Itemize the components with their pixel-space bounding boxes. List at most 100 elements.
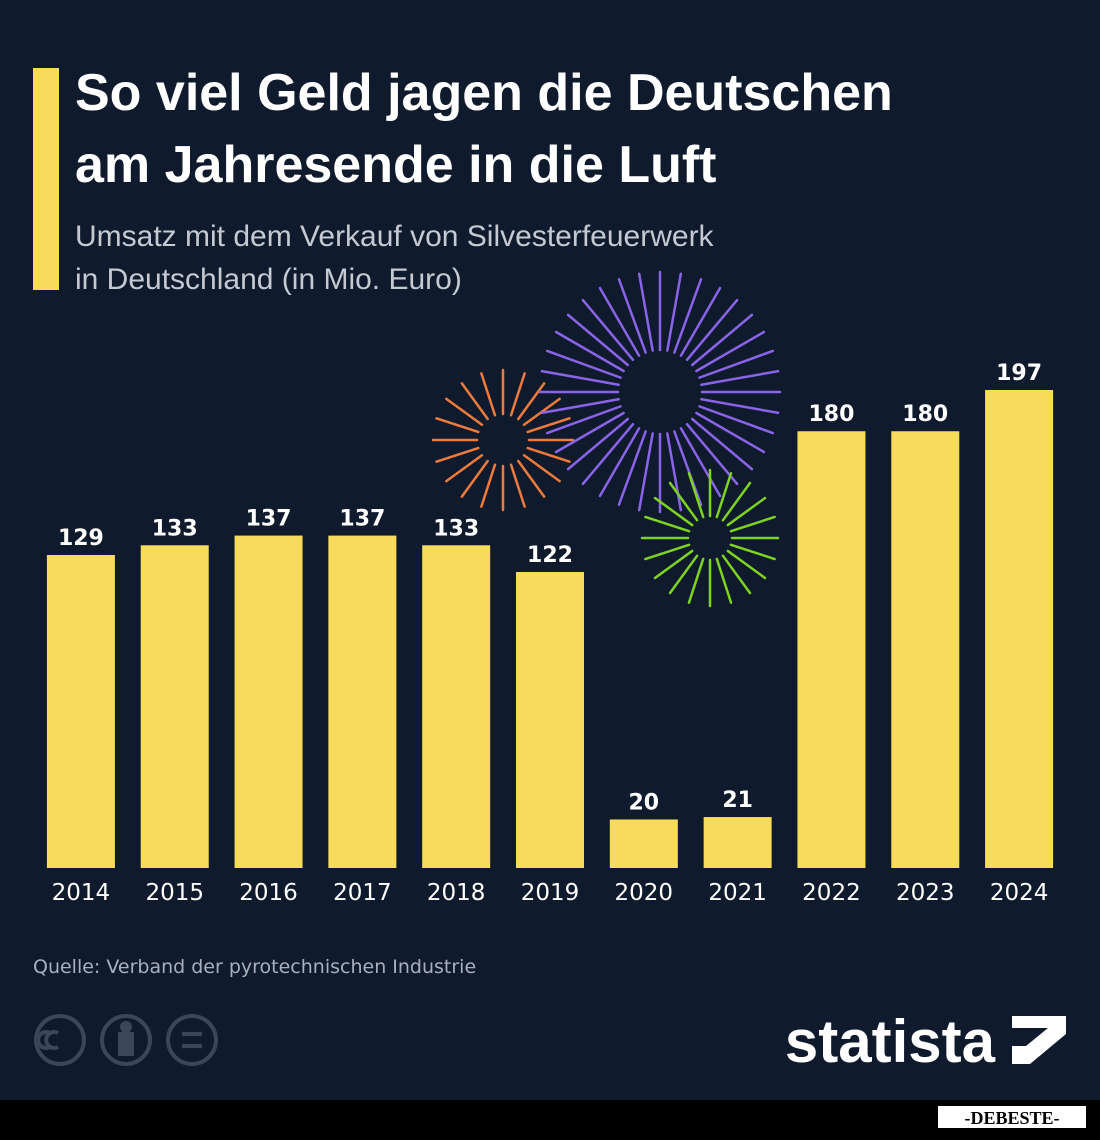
firework-ray: [687, 472, 705, 519]
firework-ray: [540, 398, 620, 415]
x-tick-label: 2021: [708, 880, 767, 906]
bar: [422, 545, 491, 868]
firework-ray: [668, 481, 699, 522]
value-label: 122: [527, 543, 573, 568]
firework-ray: [698, 405, 775, 435]
x-tick-label: 2022: [802, 880, 861, 906]
value-label: 129: [58, 526, 104, 551]
firework-ray: [435, 446, 480, 463]
firework-ray: [554, 411, 625, 454]
firework-ray: [666, 272, 683, 352]
firework-ray: [460, 459, 489, 498]
x-tick-label: 2018: [427, 880, 486, 906]
bar: [703, 817, 772, 868]
firework-ray: [509, 463, 526, 508]
firework-ray: [673, 277, 703, 354]
firework-ray: [526, 417, 571, 434]
firework-ray: [517, 382, 546, 421]
bar: [516, 571, 584, 868]
firework-ray: [480, 372, 497, 417]
brand-logo: statista: [785, 1008, 996, 1075]
bar: [46, 554, 115, 868]
footer-strip: [0, 1100, 1100, 1140]
firework-ray: [695, 411, 766, 454]
firework-ray: [668, 554, 699, 595]
firework-ray: [715, 472, 733, 519]
firework-ray: [540, 369, 620, 386]
firework-ray: [673, 430, 703, 507]
firework-ray: [695, 330, 766, 373]
bar: [609, 819, 678, 868]
firework-ray: [679, 286, 722, 357]
firework-ray: [726, 549, 767, 580]
x-tick-label: 2016: [239, 880, 298, 906]
firework-ray: [509, 372, 526, 417]
firework-ray: [721, 481, 752, 522]
firework-ray: [617, 277, 647, 354]
bar: [328, 535, 397, 868]
value-label: 197: [996, 361, 1042, 386]
firework-ray: [721, 554, 752, 595]
x-tick-label: 2015: [145, 880, 204, 906]
firework-ray: [637, 272, 654, 352]
firework-ray: [653, 549, 694, 580]
bar: [234, 535, 303, 868]
firework-ray: [517, 459, 546, 498]
chart-title: So viel Geld jagen die Deutschen: [75, 64, 893, 122]
bar: [797, 431, 866, 868]
firework-ray: [545, 405, 622, 435]
firework-ray: [698, 349, 775, 379]
firework-ray: [581, 298, 635, 362]
firework-ray: [526, 446, 571, 463]
firework-ray: [598, 286, 641, 357]
value-label: 137: [246, 507, 292, 532]
firework-ray: [445, 397, 484, 426]
license-icons: [34, 1014, 218, 1066]
firework-ray: [566, 313, 630, 367]
firework-ray: [566, 417, 630, 471]
firework-ray: [685, 298, 739, 362]
value-label: 133: [152, 516, 198, 541]
firework-ray: [685, 422, 739, 486]
bar: [985, 390, 1054, 868]
firework-ray: [729, 543, 776, 561]
value-label: 20: [629, 790, 660, 815]
firework-ray: [554, 330, 625, 373]
x-tick-label: 2023: [896, 880, 955, 906]
firework-ray: [460, 382, 489, 421]
title-accent: [33, 68, 59, 290]
firework-ray: [700, 398, 780, 415]
bar: [891, 431, 960, 868]
firework-ray: [666, 432, 683, 512]
firework-ray: [545, 349, 622, 379]
x-tick-label: 2024: [990, 880, 1049, 906]
firework-ray: [617, 430, 647, 507]
firework-ray: [637, 432, 654, 512]
firework-ray: [581, 422, 635, 486]
firework-ray: [690, 313, 754, 367]
bar: [140, 545, 209, 868]
firework-ray: [435, 417, 480, 434]
firework-ray: [480, 463, 497, 508]
firework-ray: [687, 557, 705, 604]
firework-ray: [598, 427, 641, 498]
firework-ray: [644, 543, 691, 561]
chart-subtitle: Umsatz mit dem Verkauf von Silvesterfeue…: [75, 220, 715, 253]
firework-ray: [653, 496, 694, 527]
value-label: 180: [902, 402, 948, 427]
x-tick-label: 2014: [52, 880, 111, 906]
firework-ray: [726, 496, 767, 527]
firework-ray: [690, 417, 754, 471]
firework-ray: [729, 515, 776, 533]
value-label: 133: [433, 516, 479, 541]
watermark: -DEBESTE-: [964, 1108, 1059, 1128]
chart-title: am Jahresende in die Luft: [75, 136, 717, 194]
firework-ray: [679, 427, 722, 498]
bars: 129 2014 133 2015 137 2016 137 2017 133 2018 122 20…: [46, 361, 1054, 906]
firework-ray: [644, 515, 691, 533]
value-label: 180: [808, 402, 854, 427]
firework-ray: [715, 557, 733, 604]
chart-subtitle: in Deutschland (in Mio. Euro): [75, 263, 462, 296]
